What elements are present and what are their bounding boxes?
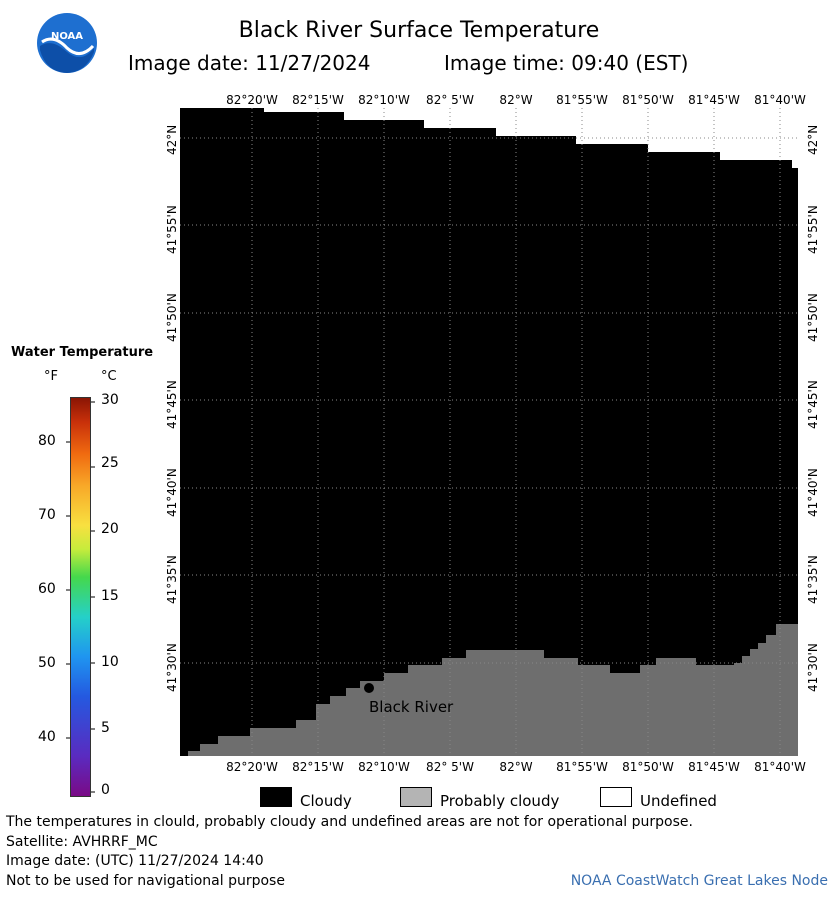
lon-label: 81°50'W	[622, 93, 674, 107]
lat-label: 41°55'N	[806, 205, 820, 254]
lon-label: 81°55'W	[556, 760, 608, 774]
lat-label: 41°30'N	[806, 643, 820, 692]
lon-label: 82° 5'W	[426, 760, 474, 774]
credit-text: NOAA CoastWatch Great Lakes Node	[570, 873, 828, 889]
map-canvas	[180, 108, 798, 756]
lon-label: 82°15'W	[292, 93, 344, 107]
color-bar	[70, 397, 91, 797]
unit-c: °C	[101, 369, 117, 384]
probably-cloudy-label: Probably cloudy	[440, 792, 560, 810]
cloudy-label: Cloudy	[300, 792, 352, 810]
undefined-label: Undefined	[640, 792, 717, 810]
lon-label: 82°20'W	[226, 93, 278, 107]
probably-cloudy-area	[188, 624, 798, 756]
lon-label: 82°W	[499, 93, 533, 107]
unit-f: °F	[44, 369, 58, 384]
f-tick: 60	[38, 581, 56, 597]
color-bar-ticks	[66, 401, 95, 793]
f-tick: 40	[38, 729, 56, 745]
noaa-logo: NOAA	[36, 12, 98, 74]
probably-cloudy-swatch	[400, 787, 432, 807]
lat-label: 41°35'N	[165, 555, 179, 604]
lon-label: 82° 5'W	[426, 93, 474, 107]
lat-label: 41°45'N	[806, 380, 820, 429]
f-tick: 80	[38, 433, 56, 449]
image-date: Image date: 11/27/2024	[128, 51, 371, 75]
c-tick: 15	[101, 588, 119, 604]
place-label: Black River	[369, 698, 454, 716]
c-tick: 0	[101, 782, 110, 798]
black-river-marker	[364, 683, 374, 693]
svg-text:NOAA: NOAA	[51, 31, 83, 42]
c-tick: 5	[101, 720, 110, 736]
lon-label: 81°40'W	[754, 760, 806, 774]
f-tick: 50	[38, 655, 56, 671]
lat-label: 41°50'N	[165, 293, 179, 342]
lon-label: 81°40'W	[754, 93, 806, 107]
disclaimer-text: The temperatures in clould, probably clo…	[6, 814, 693, 830]
c-tick: 25	[101, 455, 119, 471]
cloudy-swatch	[260, 787, 292, 807]
page-title: Black River Surface Temperature	[238, 18, 600, 43]
lat-label: 41°55'N	[165, 205, 179, 254]
lon-label: 81°55'W	[556, 93, 608, 107]
lat-label: 42°N	[806, 124, 820, 155]
undefined-swatch	[600, 787, 632, 807]
c-tick: 30	[101, 392, 119, 408]
lon-label: 82°10'W	[358, 93, 410, 107]
graticule	[180, 108, 798, 756]
lon-label: 82°20'W	[226, 760, 278, 774]
lon-label: 82°10'W	[358, 760, 410, 774]
f-tick: 70	[38, 507, 56, 523]
satellite-text: Satellite: AVHRRF_MC	[6, 834, 158, 850]
lon-label: 82°W	[499, 760, 533, 774]
lat-label: 41°40'N	[806, 468, 820, 517]
lat-label: 41°45'N	[165, 380, 179, 429]
utc-date-text: Image date: (UTC) 11/27/2024 14:40	[6, 853, 264, 869]
c-tick: 10	[101, 654, 119, 670]
c-tick: 20	[101, 521, 119, 537]
lon-label: 82°15'W	[292, 760, 344, 774]
lat-label: 41°30'N	[165, 643, 179, 692]
legend-title: Water Temperature	[11, 345, 154, 360]
cloudy-area	[180, 108, 798, 756]
lat-label: 41°50'N	[806, 293, 820, 342]
lon-label: 81°50'W	[622, 760, 674, 774]
lon-label: 81°45'W	[688, 93, 740, 107]
lon-label: 81°45'W	[688, 760, 740, 774]
image-time: Image time: 09:40 (EST)	[444, 51, 689, 75]
navigation-warning: Not to be used for navigational purpose	[6, 873, 285, 889]
lat-label: 41°40'N	[165, 468, 179, 517]
lat-label: 41°35'N	[806, 555, 820, 604]
lat-label: 42°N	[165, 124, 179, 155]
